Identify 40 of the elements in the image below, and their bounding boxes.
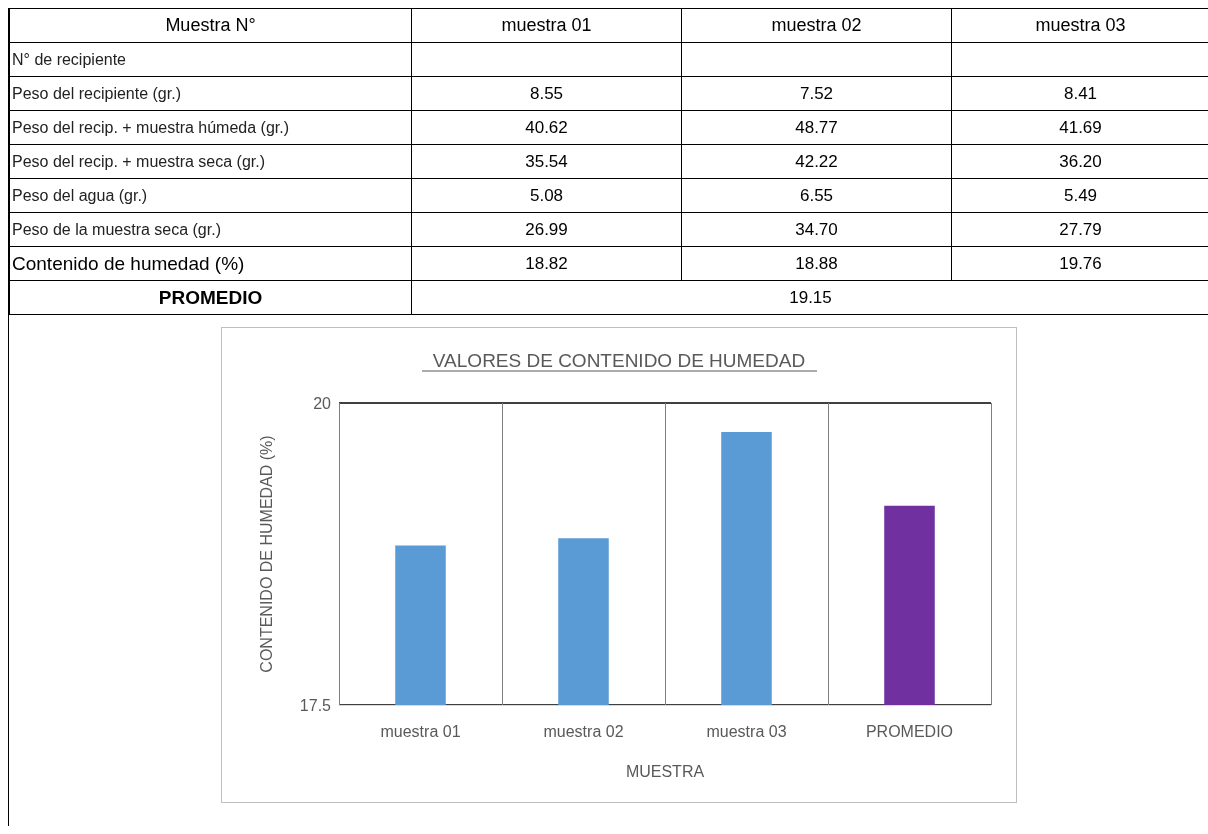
category-label: muestra 02 <box>681 8 952 43</box>
text: 34.70 <box>795 219 838 239</box>
text: 35.54 <box>525 151 568 171</box>
text: 19.76 <box>1059 253 1102 273</box>
text: 40.62 <box>525 117 568 137</box>
category-label: Peso de la muestra seca (gr.) <box>12 220 221 238</box>
text: 41.69 <box>1059 117 1102 137</box>
text: 18.82 <box>525 253 568 273</box>
x-tick-label: muestra 01 <box>380 722 461 740</box>
category-label: Peso del recip. + muestra seca (gr.) <box>12 152 265 170</box>
text: 18.88 <box>795 253 838 273</box>
y-tick-label: 20 <box>313 394 332 412</box>
text: 36.20 <box>1059 151 1102 171</box>
x-tick-label: muestra 03 <box>706 722 787 740</box>
text: 27.79 <box>1059 219 1102 239</box>
text: 42.22 <box>795 151 838 171</box>
category-label: muestra 01 <box>411 8 682 43</box>
y-tick-label: 17.5 <box>299 696 332 714</box>
x-axis-title: MUESTRA <box>625 762 705 780</box>
text: 8.55 <box>529 83 564 103</box>
text: 19.15 <box>789 287 832 307</box>
y-axis-title: CONTENIDO DE HUMEDAD (%) <box>257 435 275 673</box>
category-label: PROMEDIO <box>158 286 263 308</box>
category-label: Contenido de humedad (%) <box>12 252 245 274</box>
category-label: Peso del agua (gr.) <box>12 186 148 204</box>
text: 7.52 <box>799 83 834 103</box>
text: 26.99 <box>525 219 568 239</box>
category-label: muestra 03 <box>951 8 1208 43</box>
text: 5.49 <box>1063 185 1098 205</box>
category-label: Peso del recip. + muestra húmeda (gr.) <box>12 118 290 136</box>
text: 6.55 <box>799 185 834 205</box>
x-tick-label: muestra 02 <box>543 722 624 740</box>
chart-title: VALORES DE CONTENIDO DE HUMEDAD <box>432 350 806 371</box>
category-label: Muestra N° <box>9 8 412 43</box>
category-label: N° de recipiente <box>12 50 127 68</box>
category-label: Peso del recipiente (gr.) <box>12 84 181 102</box>
text: 48.77 <box>795 117 838 137</box>
text: 5.08 <box>529 185 564 205</box>
x-tick-label: PROMEDIO <box>865 722 954 740</box>
text: 8.41 <box>1063 83 1098 103</box>
